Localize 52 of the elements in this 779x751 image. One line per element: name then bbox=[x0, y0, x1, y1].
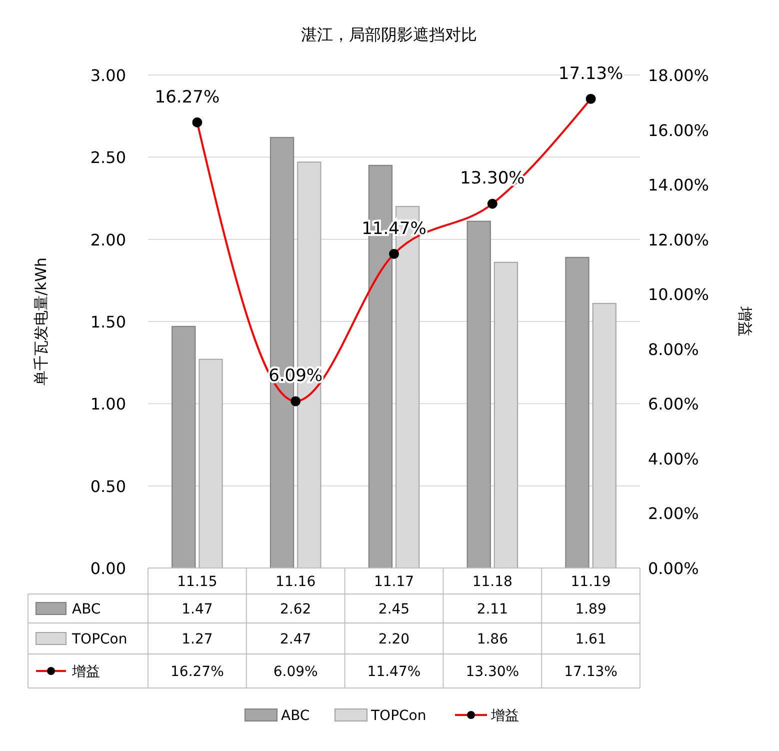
data-label: 1.86 bbox=[476, 632, 508, 648]
y2-tick-label: 4.00% bbox=[648, 449, 699, 468]
x-tick-label: 11.15 bbox=[177, 574, 218, 590]
x-tick-label: 11.17 bbox=[374, 574, 414, 590]
y2-tick-label: 8.00% bbox=[648, 340, 699, 359]
y2-tick-label: 16.00% bbox=[648, 120, 710, 140]
text: 增益 bbox=[491, 708, 519, 724]
text: 16.27% bbox=[154, 87, 220, 108]
data-label: 2.11 bbox=[476, 602, 508, 618]
y2-tick-label: 6.00% bbox=[648, 394, 699, 414]
data-label: 16.27% bbox=[170, 664, 224, 680]
y-tick-label: 2.50 bbox=[90, 148, 126, 168]
y-tick-label: 3.00 bbox=[90, 66, 126, 85]
x-tick-label: 11.16 bbox=[276, 574, 316, 590]
y-tick-label: 0.50 bbox=[90, 476, 126, 496]
y2-tick-label: 2.00% bbox=[648, 504, 699, 524]
data-label: 1.61 bbox=[575, 632, 606, 648]
text: TOPCon bbox=[371, 708, 426, 724]
bar bbox=[565, 256, 590, 568]
data-label: 1.27 bbox=[182, 632, 213, 648]
data-label: 11.47% bbox=[367, 664, 421, 680]
data-label: 2.47 bbox=[280, 632, 312, 648]
data-label: 13.30% bbox=[466, 664, 520, 680]
y2-tick-label: 18.00% bbox=[648, 66, 710, 85]
data-label: 1.89 bbox=[575, 602, 606, 618]
data-label: 2.62 bbox=[280, 602, 312, 618]
bar bbox=[466, 220, 491, 568]
data-label: 6.09% bbox=[273, 664, 318, 680]
data-label: 2.20 bbox=[378, 632, 410, 648]
y-tick-label: 1.00 bbox=[90, 394, 126, 414]
x-tick-label: 11.19 bbox=[570, 574, 611, 590]
y-tick-label: 2.00 bbox=[90, 230, 126, 250]
data-label: 2.45 bbox=[378, 602, 410, 618]
y2-tick-label: 10.00% bbox=[648, 285, 710, 304]
data-label: 17.13% bbox=[564, 664, 618, 680]
y2-axis-title: 增益 bbox=[736, 306, 754, 336]
chart-title: 湛江，局部阴影遮挡对比 bbox=[301, 25, 477, 44]
legend-label: 增益 bbox=[71, 664, 100, 680]
text: ABC bbox=[281, 708, 310, 724]
text: 17.13% bbox=[558, 64, 624, 84]
legend-label: TOPCon bbox=[71, 632, 128, 648]
y-axis-title: 单千瓦发电量/kWh bbox=[32, 257, 50, 386]
y2-tick-label: 0.00% bbox=[648, 559, 699, 578]
y2-tick-label: 14.00% bbox=[648, 176, 710, 195]
y2-tick-label: 12.00% bbox=[648, 230, 710, 250]
bar bbox=[172, 326, 196, 568]
x-tick-label: 11.18 bbox=[472, 574, 512, 590]
y-tick-label: 1.50 bbox=[90, 312, 126, 332]
text: 11.47% bbox=[362, 218, 426, 239]
data-label: 1.47 bbox=[182, 602, 213, 618]
y-tick-label: 0.00 bbox=[90, 559, 126, 578]
legend-label: ABC bbox=[72, 602, 101, 618]
